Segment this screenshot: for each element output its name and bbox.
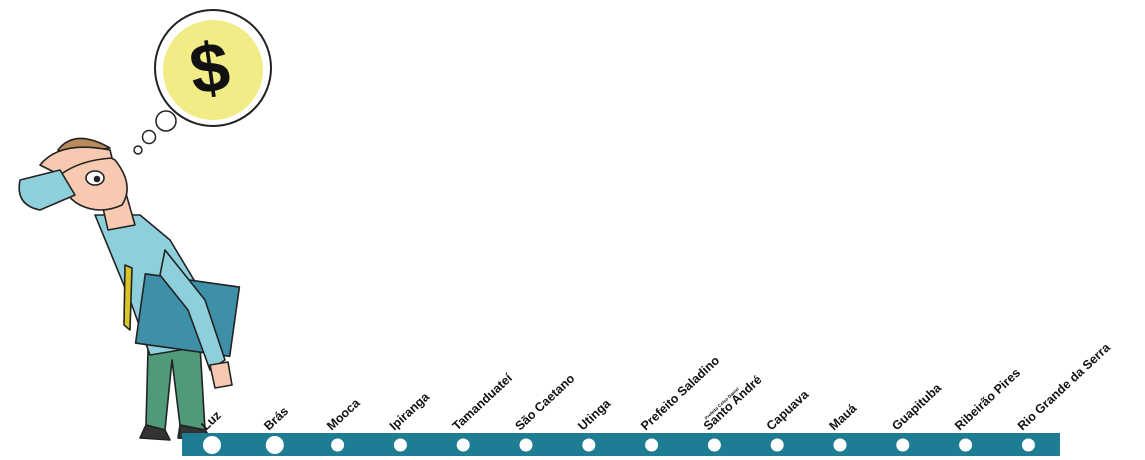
station-dot — [582, 438, 596, 452]
station-dot — [456, 438, 470, 452]
station-dot — [645, 438, 659, 452]
station-dot — [770, 438, 784, 452]
station-label: Guapituba — [889, 380, 945, 433]
station-dot — [203, 436, 221, 454]
station-dot — [1021, 438, 1035, 452]
station-label: São Caetano — [512, 371, 577, 433]
station-label: Ribeirão Pires — [952, 366, 1023, 434]
station-dot — [896, 438, 910, 452]
station-label: Capuava — [764, 387, 812, 433]
station-label: Mauá — [826, 401, 859, 433]
station-label: Brás — [261, 404, 291, 433]
station-label: Rio Grande da Serra — [1015, 340, 1114, 433]
cartoon-man — [18, 137, 241, 441]
thought-bubble: $ — [133, 9, 272, 155]
metro-line-bar — [182, 433, 1060, 456]
station-dot — [833, 438, 847, 452]
station-label: Ipiranga — [387, 389, 433, 433]
station-dot — [707, 438, 721, 452]
station-dot — [331, 438, 345, 452]
station-dot — [519, 438, 533, 452]
station-dot — [393, 438, 407, 452]
station-label: Santo André — [701, 373, 765, 434]
station-dot — [959, 438, 973, 452]
station-label: Tamanduateí — [450, 371, 516, 434]
station-dot — [265, 436, 284, 454]
station-label: Utinga — [575, 396, 614, 433]
station-label: Mooca — [324, 395, 363, 433]
